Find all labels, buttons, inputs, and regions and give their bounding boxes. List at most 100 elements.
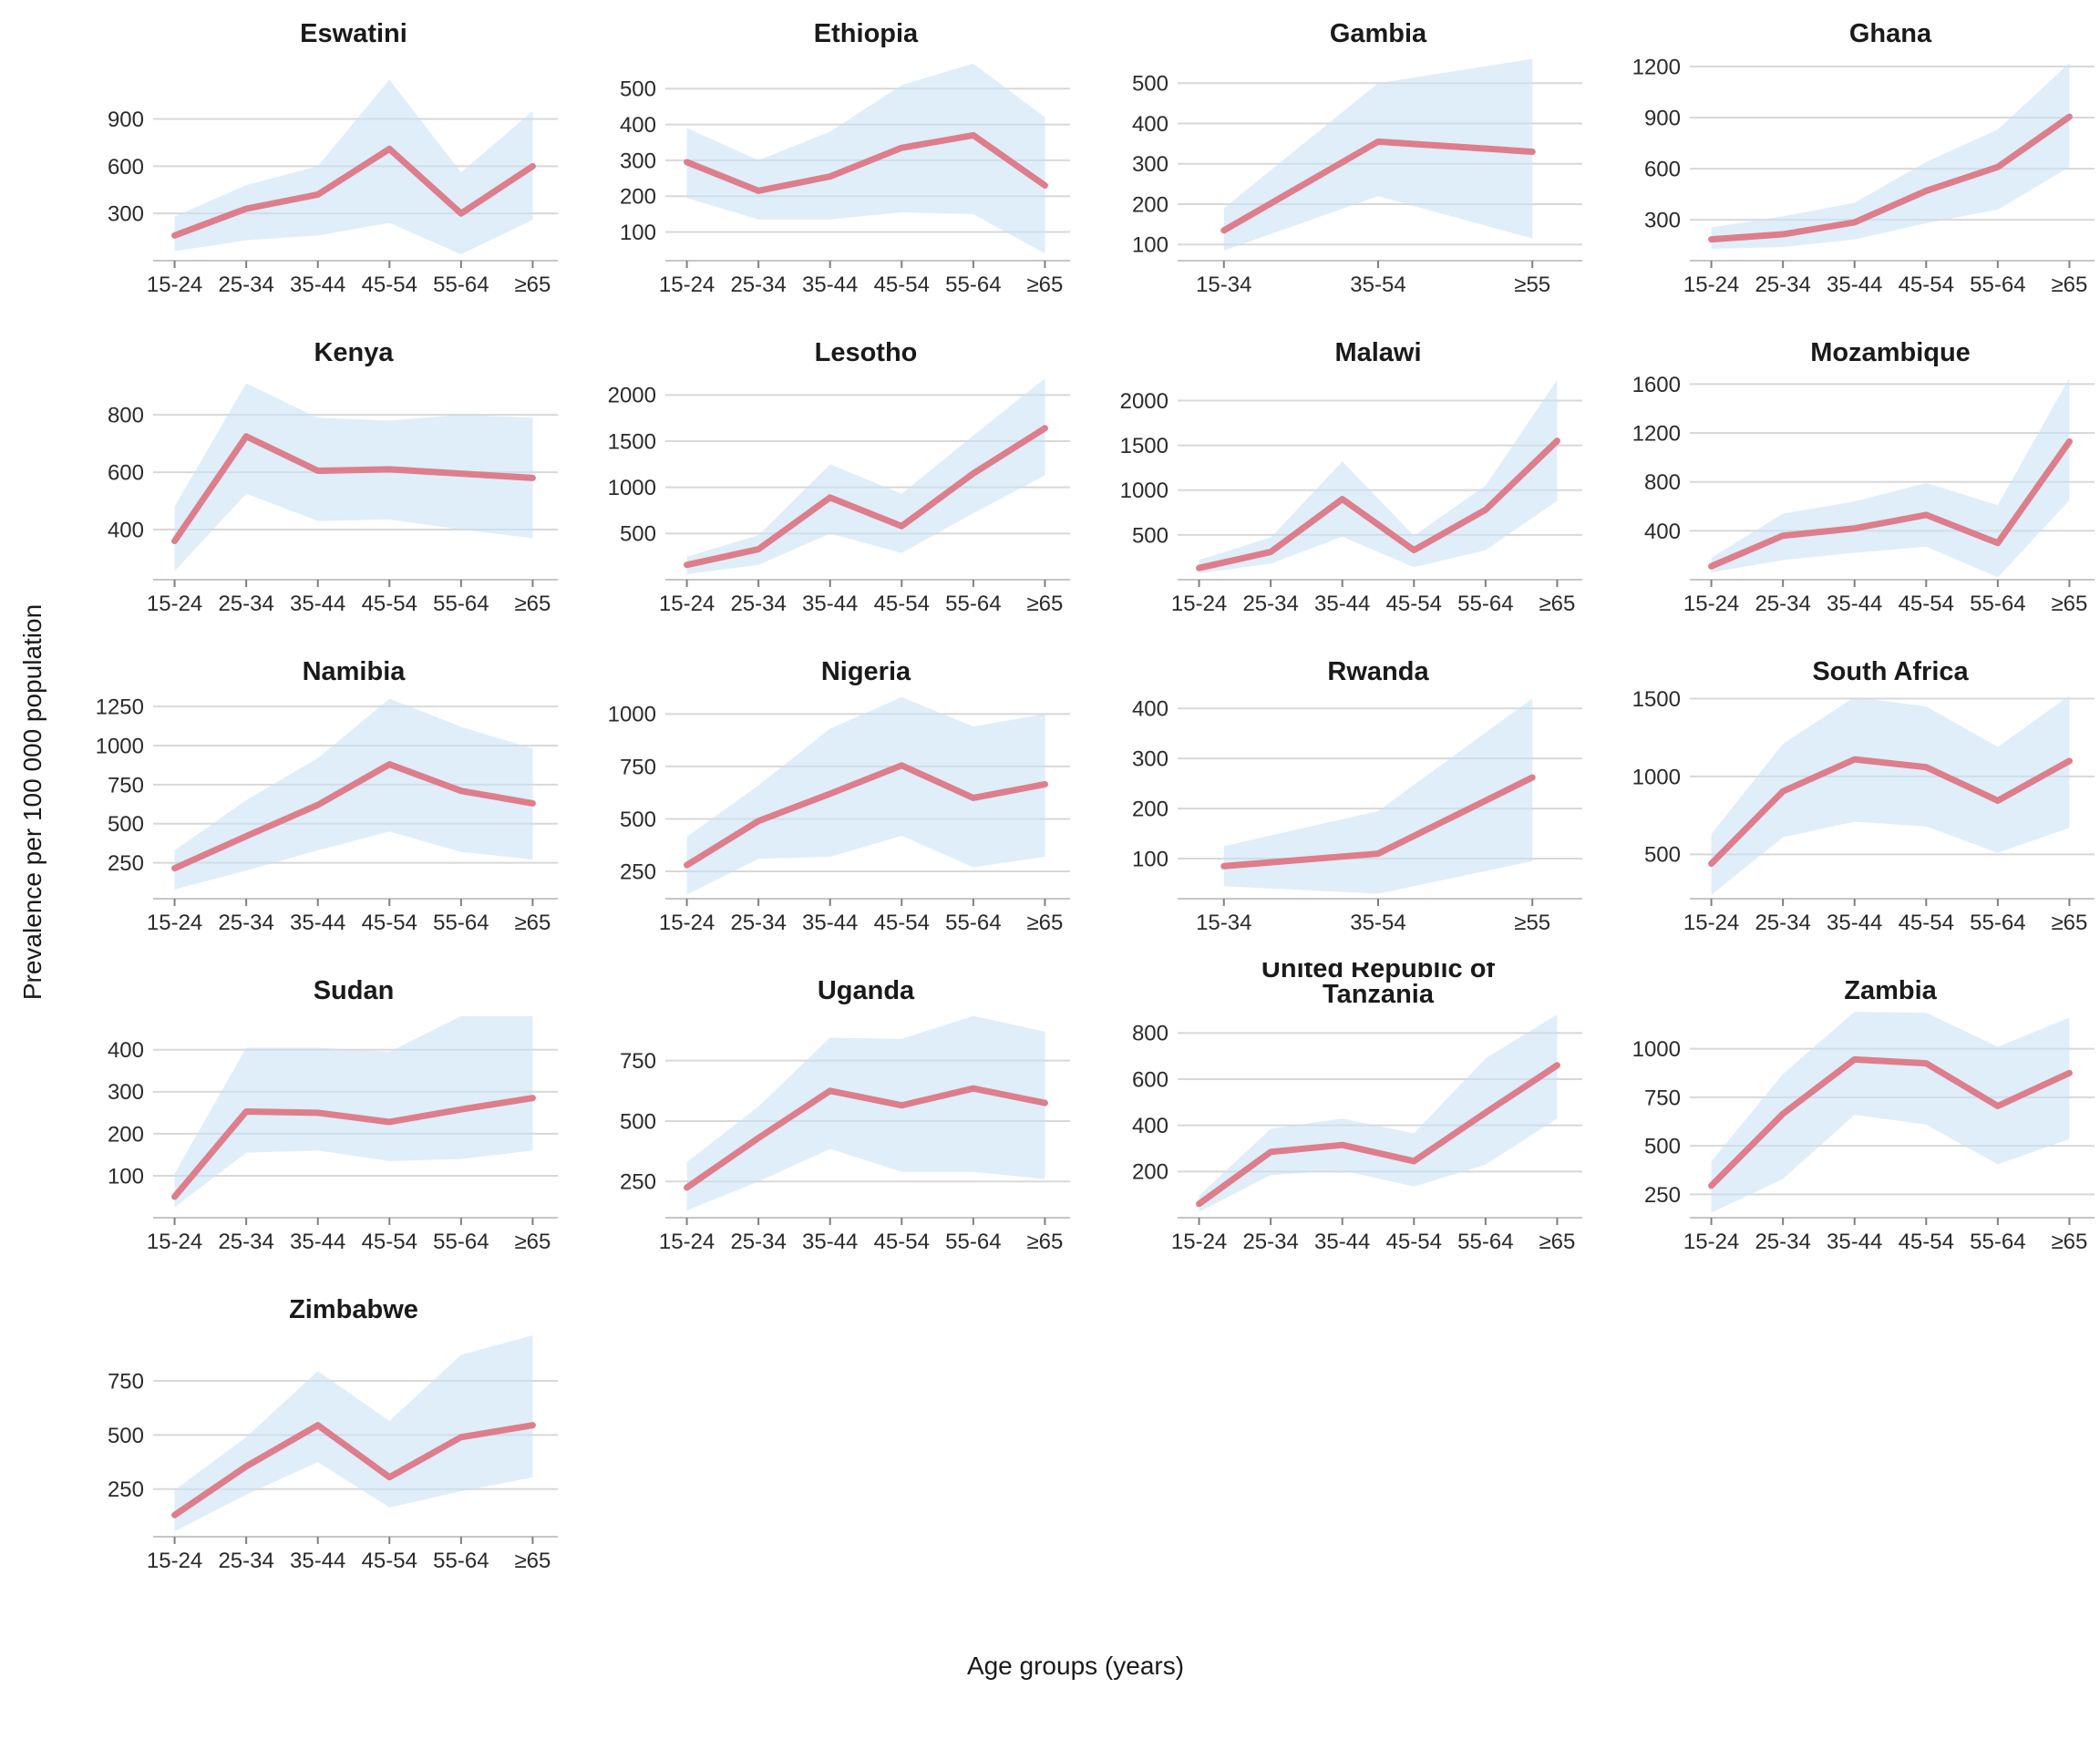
y-tick-label: 500 [620, 808, 656, 832]
x-tick-label: 15-24 [659, 592, 715, 616]
y-tick-label: 1000 [1120, 479, 1168, 503]
x-tick-label: 55-64 [945, 911, 1001, 935]
x-tick-label: 15-24 [147, 1549, 202, 1573]
x-tick-label: 25-34 [218, 273, 273, 297]
x-tick-label: ≥65 [1026, 273, 1063, 297]
x-tick-label: ≥65 [1539, 592, 1575, 616]
y-tick-label: 750 [108, 773, 144, 798]
panel-title: Gambia [1330, 19, 1427, 48]
y-tick-label: 600 [108, 155, 144, 180]
prevalence-line [684, 131, 1048, 194]
panel-kenya: 15-24 25-34 35-44 45-54 55-64 ≥65 400 600 800 Ken… [108, 338, 558, 616]
x-tick-label: 25-34 [1755, 273, 1810, 297]
x-tick-label: 25-34 [1755, 911, 1810, 935]
y-tick-label: 400 [1132, 697, 1168, 722]
prevalence-line [1708, 756, 2073, 868]
prevalence-line [684, 1085, 1048, 1191]
panel-namibia: 15-24 25-34 35-44 45-54 55-64 ≥65 250 500 750 100… [96, 657, 558, 935]
y-tick-label: 500 [1644, 1135, 1681, 1159]
x-tick-label: 35-44 [290, 911, 345, 935]
y-tick-label: 500 [620, 77, 656, 102]
panel-united-republic-of-tanzania: 15-24 25-34 35-44 45-54 55-64 ≥65 200 400 600 800… [1132, 962, 1582, 1254]
x-tick-label: 15-34 [1196, 911, 1251, 935]
panel-title: Kenya [314, 338, 394, 367]
x-tick-label: 55-64 [1970, 273, 2025, 297]
panel-title: Zambia [1844, 976, 1937, 1005]
x-tick-label: 35-44 [1827, 1230, 1882, 1254]
x-tick-label: 45-54 [874, 911, 930, 935]
y-tick-label: 500 [108, 1424, 144, 1448]
x-tick-label: 55-64 [945, 1230, 1001, 1254]
x-tick-label: 35-44 [1827, 592, 1882, 616]
y-tick-label: 500 [108, 812, 144, 837]
y-tick-label: 200 [1132, 1160, 1168, 1185]
x-tick-label: ≥65 [1026, 1230, 1063, 1254]
prevalence-line [1708, 1055, 2073, 1189]
y-tick-label: 300 [1132, 747, 1168, 772]
prevalence-line [684, 762, 1048, 869]
y-tick-label: 400 [1132, 112, 1168, 137]
x-tick-label: 15-24 [1683, 1230, 1739, 1254]
confidence-band [1711, 63, 2070, 249]
y-tick-label: 750 [620, 755, 656, 779]
panel-title: Lesotho [815, 338, 918, 367]
y-tick-label: 200 [108, 1122, 144, 1147]
panel-title: Sudan [314, 976, 395, 1005]
panel-title: Nigeria [821, 657, 911, 686]
panel-eswatini: 15-24 25-34 35-44 45-54 55-64 ≥65 300 600 900 Esw… [108, 19, 558, 297]
x-tick-label: 25-34 [218, 1549, 273, 1573]
y-tick-label: 250 [1644, 1183, 1681, 1208]
y-tick-label: 600 [1132, 1067, 1168, 1092]
panel-zambia: 15-24 25-34 35-44 45-54 55-64 ≥65 250 500 750 100… [1632, 976, 2095, 1254]
x-tick-label: 45-54 [1386, 592, 1442, 616]
x-tick-label: 15-24 [1683, 911, 1739, 935]
x-tick-label: 15-24 [1171, 592, 1227, 616]
x-tick-label: 25-34 [1242, 1230, 1298, 1254]
x-tick-label: 55-64 [433, 1230, 489, 1254]
x-tick-label: 35-54 [1350, 273, 1405, 297]
y-tick-label: 100 [620, 221, 656, 245]
confidence-band [174, 383, 533, 571]
prevalence-line [171, 1422, 536, 1518]
y-tick-label: 1600 [1632, 373, 1681, 397]
prevalence-line [1708, 438, 2073, 570]
x-tick-label: 35-44 [290, 273, 345, 297]
y-tick-label: 100 [1132, 233, 1168, 258]
x-tick-label: 55-64 [433, 911, 489, 935]
x-tick-label: 45-54 [874, 273, 930, 297]
y-tick-label: 200 [1132, 192, 1168, 217]
y-tick-label: 800 [1644, 470, 1681, 495]
x-tick-label: 35-44 [290, 592, 345, 616]
x-tick-label: 15-24 [1683, 273, 1739, 297]
confidence-band [1199, 379, 1558, 574]
panel-title: Uganda [818, 976, 915, 1005]
panel-south-africa: 15-24 25-34 35-44 45-54 55-64 ≥65 500 1000 1500 S… [1632, 657, 2095, 935]
confidence-band [1223, 58, 1533, 251]
x-tick-label: 55-64 [1970, 911, 2025, 935]
prevalence-line [1708, 113, 2073, 243]
y-tick-label: 1000 [608, 703, 656, 727]
x-tick-label: 15-24 [659, 911, 715, 935]
x-tick-label: ≥65 [514, 273, 551, 297]
confidence-band [174, 1335, 533, 1532]
x-tick-label: ≥55 [1514, 273, 1550, 297]
y-axis-title: Prevalence per 100 000 population [18, 603, 46, 1001]
y-tick-label: 500 [620, 1109, 656, 1134]
y-tick-label: 2000 [608, 384, 656, 408]
x-tick-label: 15-24 [147, 1230, 202, 1254]
panel-malawi: 15-24 25-34 35-44 45-54 55-64 ≥65 500 1000 1500 2… [1120, 338, 1582, 616]
x-tick-label: 55-64 [433, 1549, 489, 1573]
x-tick-label: ≥65 [1026, 592, 1063, 616]
panel-gambia: 15-34 35-54 ≥55 100 200 300 400 500 Gambia [1132, 19, 1582, 297]
x-tick-label: 45-54 [362, 1230, 417, 1254]
y-tick-label: 250 [620, 1170, 656, 1195]
panel-title: United Republic of [1261, 962, 1496, 983]
x-tick-label: 25-34 [1755, 592, 1810, 616]
panels-grid: 15-24 25-34 35-44 45-54 55-64 ≥65 300 600 900 Esw… [51, 5, 2100, 1601]
confidence-band [1711, 1012, 2070, 1213]
y-tick-label: 250 [108, 1477, 144, 1502]
x-tick-label: 55-64 [945, 592, 1001, 616]
y-tick-label: 300 [108, 1080, 144, 1105]
y-tick-label: 900 [108, 108, 144, 132]
y-tick-label: 750 [108, 1369, 144, 1394]
